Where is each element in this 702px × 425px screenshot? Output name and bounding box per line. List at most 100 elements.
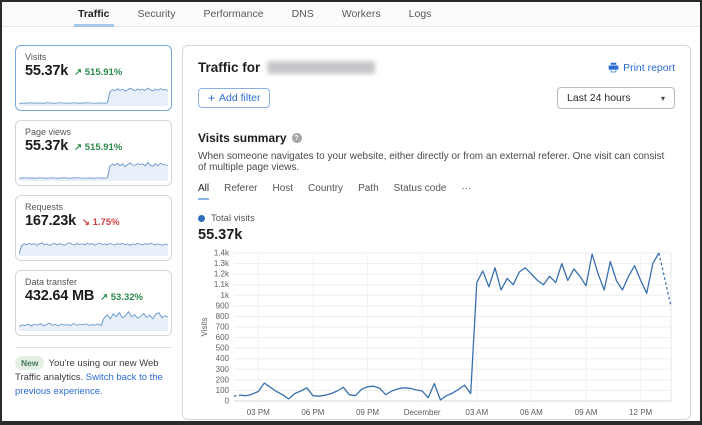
visits-summary-section: Visits summary ? When someone navigates …	[198, 131, 675, 421]
svg-text:700: 700	[216, 323, 230, 332]
notice-text: You're using our new Web Traffic analyti…	[15, 358, 159, 383]
sparkline	[19, 82, 168, 106]
svg-text:December: December	[404, 408, 441, 417]
stat-card-value: 432.64 MB	[25, 288, 95, 304]
stat-card-label: Visits	[25, 52, 47, 62]
trend-down-icon: ↘	[82, 217, 93, 228]
trend-up-icon: ↗	[74, 67, 85, 78]
switch-back-link[interactable]: Switch back to the previous experience.	[15, 371, 163, 397]
nav-tab-traffic[interactable]: Traffic	[74, 2, 114, 27]
nav-tab-dns[interactable]: DNS	[291, 8, 314, 20]
add-filter-button[interactable]: + Add filter	[198, 88, 271, 108]
stat-card-value: 55.37k	[25, 138, 69, 154]
page-title: Traffic for	[198, 60, 376, 75]
svg-text:09 PM: 09 PM	[356, 408, 379, 417]
help-icon[interactable]: ?	[291, 133, 302, 143]
svg-text:03 AM: 03 AM	[465, 408, 488, 417]
stat-card-value-row: 55.37k ↗ 515.91%	[25, 138, 162, 154]
svg-text:1.4k: 1.4k	[214, 249, 230, 258]
stat-card-delta: ↘ 1.75%	[82, 217, 120, 228]
nav-tab-workers[interactable]: Workers	[341, 8, 381, 20]
svg-text:09 AM: 09 AM	[575, 408, 598, 417]
analytics-nav-tabs: Traffic Security Performance DNS Workers Logs	[2, 2, 700, 27]
legend-label: Total visits	[211, 213, 255, 224]
svg-text:1.1k: 1.1k	[214, 280, 230, 289]
stat-card-delta: ↗ 515.91%	[74, 67, 123, 78]
nav-tab-logs[interactable]: Logs	[408, 8, 432, 20]
svg-text:1.3k: 1.3k	[214, 259, 230, 268]
plus-icon: +	[208, 91, 216, 105]
divider	[15, 347, 172, 348]
svg-text:200: 200	[216, 375, 230, 384]
stat-card-delta: ↗ 515.91%	[74, 142, 123, 153]
stat-card-page-views[interactable]: Page views 55.37k ↗ 515.91%	[15, 120, 172, 186]
trend-up-icon: ↗	[74, 142, 85, 153]
svg-text:03 PM: 03 PM	[247, 408, 270, 417]
new-badge: New	[15, 356, 45, 371]
print-report-label: Print report	[623, 61, 675, 74]
total-visits-value: 55.37k	[198, 227, 243, 243]
nav-tab-security[interactable]: Security	[137, 8, 176, 20]
panel-header: Traffic for Print report	[198, 60, 675, 75]
summary-title: Visits summary	[198, 131, 287, 145]
nav-tab-performance[interactable]: Performance	[203, 8, 264, 20]
stat-card-value: 167.23k	[25, 213, 77, 229]
time-range-dropdown[interactable]: Last 24 hours ▾	[557, 87, 675, 109]
chart-legend: Total visits	[198, 213, 675, 224]
svg-text:600: 600	[216, 333, 230, 342]
chevron-down-icon: ▾	[660, 93, 665, 103]
summary-tabs: All Referer Host Country Path Status code ···	[198, 183, 675, 200]
svg-text:400: 400	[216, 354, 230, 363]
svg-text:0: 0	[225, 397, 230, 406]
stat-card-label: Data transfer	[25, 277, 78, 287]
svg-text:06 PM: 06 PM	[301, 408, 324, 417]
svg-text:100: 100	[216, 386, 230, 395]
summary-tab-all[interactable]: All	[198, 183, 210, 200]
summary-title-row: Visits summary ?	[198, 131, 675, 145]
stat-card-value: 55.37k	[25, 63, 69, 79]
site-domain-redacted	[267, 61, 376, 74]
stat-card-value-row: 167.23k ↘ 1.75%	[25, 213, 162, 229]
svg-text:900: 900	[216, 301, 230, 310]
summary-tab-more-tabs[interactable]: ···	[461, 183, 472, 194]
add-filter-label: Add filter	[219, 92, 261, 104]
stat-cards: Visits 55.37k ↗ 515.91% Page views 55.37k ↗ 5…	[15, 45, 172, 345]
summary-tab-host[interactable]: Host	[272, 183, 294, 194]
summary-tab-path[interactable]: Path	[358, 183, 379, 194]
filter-controls: + Add filter Last 24 hours ▾	[198, 87, 675, 109]
summary-tab-country[interactable]: Country	[308, 183, 344, 194]
legend-dot-icon	[198, 215, 205, 222]
stat-card-requests[interactable]: Requests 167.23k ↘ 1.75%	[15, 195, 172, 261]
summary-description: When someone navigates to your website, …	[198, 151, 665, 173]
svg-text:800: 800	[216, 312, 230, 321]
svg-text:300: 300	[216, 365, 230, 374]
stat-card-value-row: 55.37k ↗ 515.91%	[25, 63, 162, 79]
traffic-panel: Traffic for Print report + Add filter La…	[182, 45, 691, 420]
trend-up-icon: ↗	[100, 292, 111, 303]
summary-tab-status-code[interactable]: Status code	[393, 183, 447, 194]
sparkline	[19, 307, 168, 331]
svg-text:1k: 1k	[221, 291, 230, 300]
print-report-button[interactable]: Print report	[608, 62, 675, 74]
metrics-sidebar: Visits 55.37k ↗ 515.91% Page views 55.37k ↗ 5…	[15, 45, 172, 420]
summary-tab-referer[interactable]: Referer	[224, 183, 258, 194]
svg-text:1.2k: 1.2k	[214, 270, 230, 279]
stat-card-delta: ↗ 53.32%	[100, 292, 143, 303]
stat-card-label: Requests	[25, 202, 64, 212]
svg-text:12 PM: 12 PM	[629, 408, 652, 417]
title-prefix: Traffic for	[198, 60, 261, 75]
visits-chart: 0 100 200 300 400 500 600 700 800 900 1k 1.1k 1.2k 1.…	[198, 245, 675, 421]
svg-text:500: 500	[216, 344, 230, 353]
stat-card-data-transfer[interactable]: Data transfer 432.64 MB ↗ 53.32%	[15, 270, 172, 336]
time-range-value: Last 24 hours	[567, 92, 631, 104]
stat-card-visits[interactable]: Visits 55.37k ↗ 515.91%	[15, 45, 172, 111]
printer-icon	[608, 62, 619, 73]
sparkline	[19, 157, 168, 181]
stat-card-label: Page views	[25, 127, 72, 137]
svg-text:Visits: Visits	[200, 318, 209, 337]
new-analytics-notice: New You're using our new Web Traffic anal…	[15, 348, 172, 398]
stat-card-value-row: 432.64 MB ↗ 53.32%	[25, 288, 162, 304]
sparkline	[19, 232, 168, 256]
